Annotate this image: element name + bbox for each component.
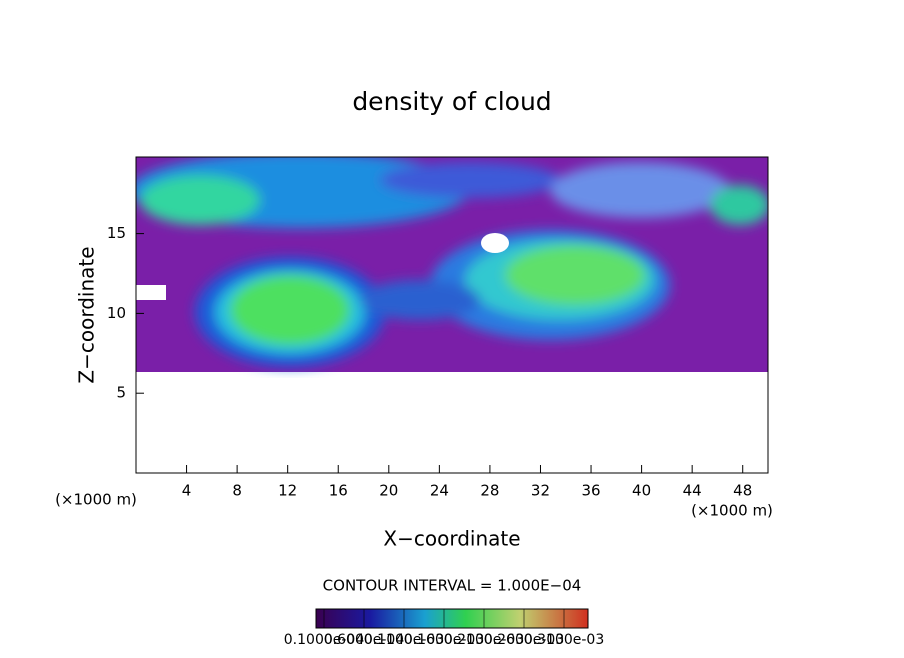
x-tick-label: 20	[379, 482, 398, 500]
colorbar	[315, 608, 589, 629]
x-tick-label: 16	[329, 482, 348, 500]
x-tick-label: 28	[480, 482, 499, 500]
colorbar-label: 0.2600e-03	[484, 632, 564, 648]
colorbar-label: 0.6000e-04	[324, 632, 405, 648]
y-tick-label: 10	[107, 304, 126, 322]
x-tick-label: 44	[683, 482, 702, 500]
x-tick-label: 32	[531, 482, 550, 500]
x-tick-label: 40	[632, 482, 651, 500]
x-tick-label: 48	[733, 482, 752, 500]
plot-frame	[135, 156, 769, 474]
x-tick-label: 4	[182, 482, 192, 500]
y-axis-label: Z−coordinate	[75, 246, 99, 383]
field	[136, 157, 768, 473]
x-tick-label: 8	[232, 482, 242, 500]
x-axis-label: X−coordinate	[383, 527, 520, 551]
x-tick-label: 24	[430, 482, 449, 500]
y-tick-label: 15	[107, 224, 126, 242]
colorbar-label: 0.3100e-03	[524, 632, 604, 648]
contour-interval: CONTOUR INTERVAL = 1.000E−04	[323, 577, 582, 595]
x-tick-label: 36	[581, 482, 600, 500]
colorbar-label: 0.1000e-04	[284, 632, 365, 648]
x-unit-label: (×1000 m)	[691, 502, 773, 520]
colorbar-label: 0.2100e-03	[444, 632, 524, 648]
x-tick-label: 12	[278, 482, 297, 500]
colorbar-label: 0.1100e-03	[364, 632, 444, 648]
y-tick-label: 5	[116, 384, 126, 402]
y-unit-label: (×1000 m)	[55, 491, 137, 509]
chart-title: density of cloud	[352, 87, 551, 116]
colorbar-label: 0.1600e-03	[404, 632, 484, 648]
